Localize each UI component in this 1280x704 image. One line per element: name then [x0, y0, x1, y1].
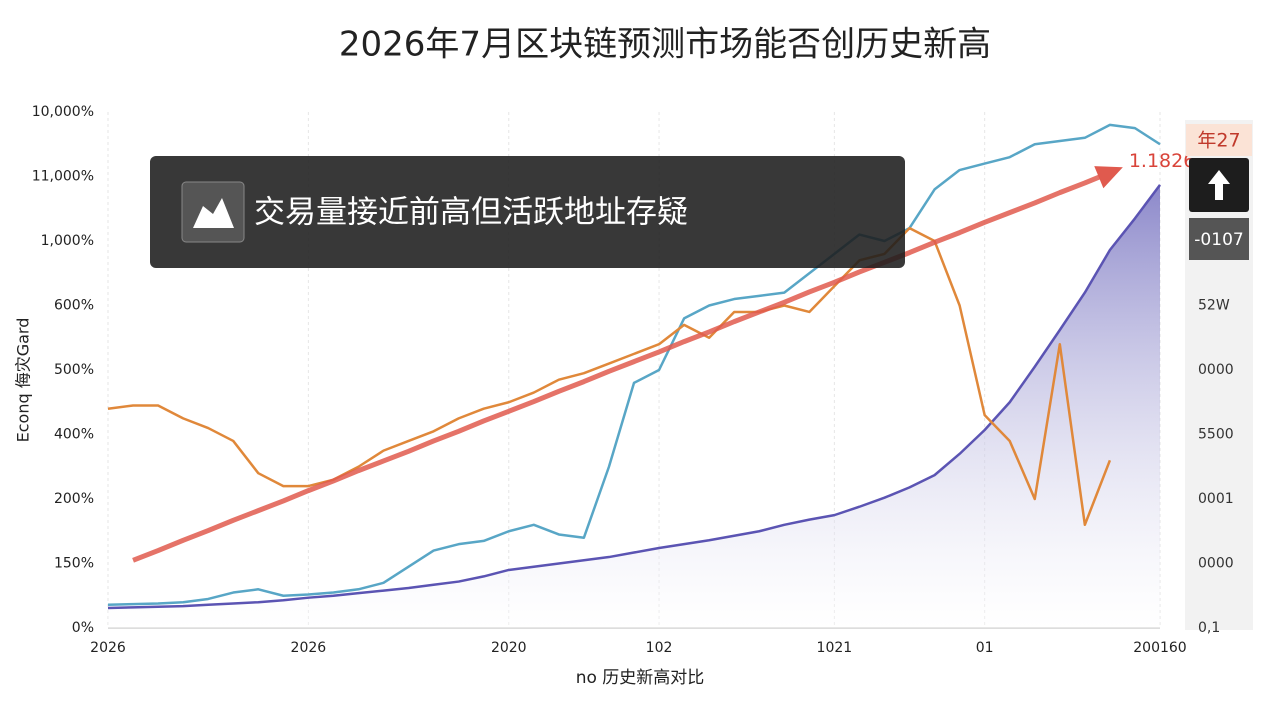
x-tick-label: 2020 [491, 640, 527, 656]
series-line [107, 123, 1161, 607]
y-tick-label: 10,000% [32, 104, 94, 120]
y-tick-label: 500% [54, 362, 94, 378]
y-tick-label: 200% [54, 491, 94, 507]
right-tick-label: 52W [1198, 298, 1230, 314]
x-tick-label: 2026 [291, 640, 327, 656]
x-tick-label: 2026 [90, 640, 126, 656]
y-tick-label: 600% [54, 298, 94, 314]
badge-text: -0107 [1194, 230, 1243, 250]
right-tick-label: 0,1 [1198, 620, 1220, 636]
y-tick-label: 150% [54, 556, 94, 572]
banner-box [150, 156, 905, 268]
y-tick-label: 400% [54, 427, 94, 443]
banner: 交易量接近前高但活跃地址存疑 [150, 156, 905, 268]
y-tick-label: 0% [72, 620, 94, 636]
right-tick-label: 0001 [1198, 491, 1234, 507]
right-tick-label: 0000 [1198, 556, 1234, 572]
series-line [107, 184, 1162, 610]
badge-gray [1189, 218, 1249, 260]
x-tick-label: 200160 [1133, 640, 1186, 656]
y-tick-label: 1,000% [41, 233, 94, 249]
area [108, 184, 1160, 628]
right-tick-label: 0000 [1198, 362, 1234, 378]
series-line [132, 170, 1111, 563]
plot: 0% 150% 200% 400% 500% 600% 1,000% 11,000% 10,00… [32, 104, 1234, 656]
x-tick-label: 102 [646, 640, 673, 656]
up-arrow [1208, 170, 1230, 200]
x-axis-title: no 历史新高对比 [576, 668, 705, 688]
series-line [107, 226, 1112, 527]
right-tick-label: 5500 [1198, 427, 1234, 443]
badge-text: 年27 [1197, 130, 1240, 152]
y-tick-label: 11,000% [32, 169, 94, 185]
chart-title: 2026年7月区块链预测市场能否创历史新高 [339, 25, 991, 65]
badge-top [1186, 124, 1252, 156]
banner-icon [181, 181, 245, 243]
icon-shape [193, 198, 234, 228]
x-tick-label: 1021 [817, 640, 853, 656]
arrow-head [1094, 166, 1123, 189]
x-tick-label: 01 [976, 640, 994, 656]
annotation: 1.1826 [1129, 150, 1195, 172]
banner-text: 交易量接近前高但活跃地址存疑 [254, 195, 688, 231]
y-axis-title: Econq 侮灾Gard [14, 318, 33, 443]
